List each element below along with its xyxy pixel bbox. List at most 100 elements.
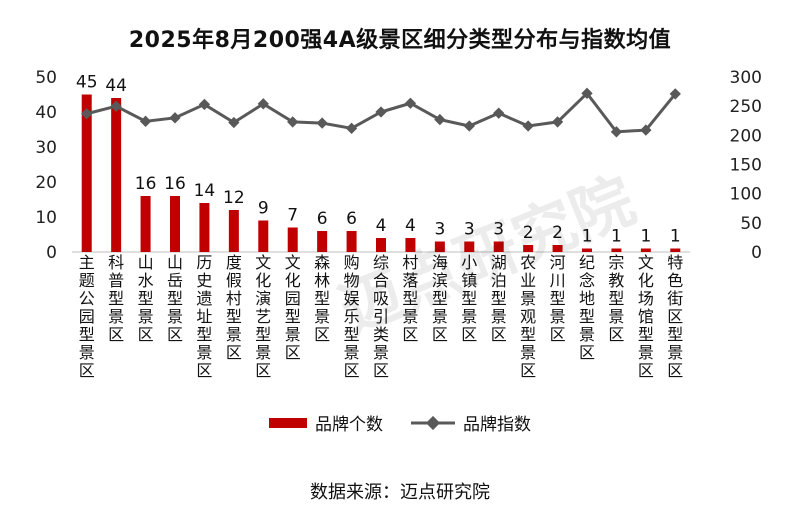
bar-value-label: 9 <box>258 199 269 219</box>
bar-value-label: 4 <box>405 216 416 236</box>
bar-value-label: 2 <box>552 223 563 243</box>
bar-value-label: 7 <box>287 206 298 226</box>
index-point <box>434 113 446 126</box>
bar-value-label: 45 <box>76 73 98 93</box>
category-label: 小镇型景区 <box>461 253 477 344</box>
bar <box>405 238 416 252</box>
category-label: 山岳型景区 <box>167 253 183 344</box>
legend-swatch-line <box>411 415 455 430</box>
right-tick-label: 300 <box>730 68 762 88</box>
bar-value-label: 6 <box>346 209 357 229</box>
category-label: 购物娱乐型景区 <box>344 253 360 380</box>
legend-item-count: 品牌个数 <box>269 410 383 435</box>
category-label: 宗教型景区 <box>608 253 624 344</box>
bar-value-label: 4 <box>376 216 387 236</box>
category-label: 主题公园型景区 <box>79 253 95 380</box>
index-point <box>610 126 623 138</box>
bar-series <box>81 94 681 252</box>
index-point <box>463 120 475 132</box>
index-point <box>493 107 505 119</box>
category-label: 山水型景区 <box>138 253 154 344</box>
bar-value-label: 1 <box>670 227 681 247</box>
right-tick-label: 100 <box>730 185 762 205</box>
bar-value-label: 44 <box>105 76 127 96</box>
category-label: 湖泊型景区 <box>491 253 507 344</box>
bar <box>493 241 504 252</box>
index-point <box>404 97 417 109</box>
category-label: 文化场馆型景区 <box>638 253 654 380</box>
category-label: 纪念地型景区 <box>579 253 595 362</box>
category-label: 海滨型景区 <box>432 253 448 344</box>
index-point <box>316 117 328 129</box>
bar-value-label: 1 <box>640 227 651 247</box>
bar <box>140 196 151 252</box>
category-label: 村落型景区 <box>402 253 418 344</box>
bar <box>376 238 386 252</box>
right-tick-label: 200 <box>730 126 762 146</box>
bar-value-label: 12 <box>223 188 245 208</box>
left-axis: 0 10 20 30 40 50 <box>35 68 57 263</box>
bar-value-label: 6 <box>317 209 328 229</box>
category-label: 文化演艺型景区 <box>255 253 271 380</box>
left-tick-label: 10 <box>35 208 57 228</box>
bar <box>170 196 180 252</box>
category-label: 特色街区型景区 <box>667 253 683 380</box>
index-point <box>375 106 387 118</box>
bar-value-label: 2 <box>523 223 534 243</box>
bar-value-label: 16 <box>135 174 157 194</box>
bar-value-label: 3 <box>493 220 504 240</box>
left-tick-label: 20 <box>35 173 57 193</box>
legend-label-count: 品牌个数 <box>315 415 383 435</box>
legend-item-index: 品牌指数 <box>411 410 531 435</box>
right-tick-label: 250 <box>730 97 762 117</box>
bar <box>199 203 210 252</box>
bar-value-label: 1 <box>582 227 593 247</box>
bar <box>228 210 239 252</box>
bar <box>552 245 563 252</box>
bar <box>317 231 328 252</box>
bar <box>611 248 622 252</box>
category-label: 森林型景区 <box>314 253 330 344</box>
category-label: 综合吸引类景区 <box>373 253 389 380</box>
category-label: 农业景观型景区 <box>520 253 536 380</box>
left-tick-label: 40 <box>35 103 57 123</box>
bar <box>464 241 475 252</box>
legend: 品牌个数 品牌指数 <box>0 410 800 435</box>
category-label: 河川型景区 <box>550 253 566 344</box>
category-label: 历史遗址型景区 <box>196 253 212 380</box>
bar-value-label: 16 <box>164 174 186 194</box>
bar <box>111 98 122 252</box>
category-label: 度假村型景区 <box>226 253 242 362</box>
bar <box>640 248 651 252</box>
chart-title: 2025年8月200强4A级景区细分类型分布与指数均值 <box>128 28 672 53</box>
bar-value-label: 3 <box>464 220 475 240</box>
index-point <box>522 120 534 132</box>
right-axis: 0 50 100 150 200 250 300 <box>730 68 762 263</box>
right-tick-label: 150 <box>730 156 762 176</box>
line-series <box>81 87 681 138</box>
legend-label-index: 品牌指数 <box>463 415 531 435</box>
bar <box>670 248 681 252</box>
left-tick-label: 0 <box>46 243 57 263</box>
category-label: 文化园型景区 <box>285 253 301 362</box>
bar <box>81 94 92 252</box>
bar <box>523 245 534 252</box>
category-labels: 主题公园型景区科普型景区山水型景区山岳型景区历史遗址型景区度假村型景区文化演艺型… <box>79 253 684 380</box>
right-tick-label: 0 <box>751 243 762 263</box>
category-label: 科普型景区 <box>108 253 124 344</box>
index-point <box>139 115 152 127</box>
bar-value-label: 1 <box>611 227 622 247</box>
bar <box>582 248 592 252</box>
bar <box>287 227 298 252</box>
index-point <box>345 122 358 134</box>
source-note: 数据来源：迈点研究院 <box>310 482 490 503</box>
bar <box>258 220 269 252</box>
bar-value-label: 3 <box>434 220 445 240</box>
index-point <box>169 112 181 124</box>
bar <box>346 231 357 252</box>
left-tick-label: 50 <box>35 68 57 88</box>
bar <box>434 241 445 252</box>
bar-value-label: 14 <box>194 181 216 201</box>
